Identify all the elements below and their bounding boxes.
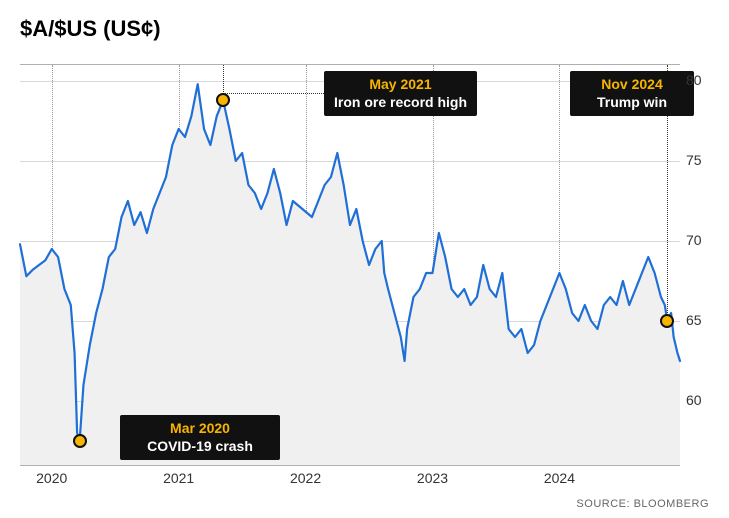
chart-svg [20,65,680,465]
annotation-marker-covid [73,434,87,448]
x-tick-label: 2023 [417,470,448,486]
x-tick-label: 2022 [290,470,321,486]
x-tick-label: 2021 [163,470,194,486]
annotation-date: Mar 2020 [130,420,270,438]
chart-area-fill [20,84,680,465]
x-tick-label: 2024 [544,470,575,486]
y-tick-label: 80 [686,72,702,88]
annotation-trump: Nov 2024Trump win [570,71,694,116]
audusd-chart: $A/$US (US¢) Mar 2020COVID-19 crash May 2… [0,0,729,518]
annotation-covid: Mar 2020COVID-19 crash [120,415,280,460]
annotation-date: Nov 2024 [580,76,684,94]
annotation-iron-ore: May 2021Iron ore record high [324,71,477,116]
annotation-event: Iron ore record high [334,94,467,112]
annotation-marker-trump [660,314,674,328]
annotation-marker-iron-ore [216,93,230,107]
chart-title: $A/$US (US¢) [20,16,161,42]
x-tick-label: 2020 [36,470,67,486]
annotation-date: May 2021 [334,76,467,94]
chart-source: SOURCE: BLOOMBERG [576,498,709,510]
annotation-event: COVID-19 crash [130,438,270,456]
annotation-event: Trump win [580,94,684,112]
y-tick-label: 65 [686,312,702,328]
y-tick-label: 75 [686,152,702,168]
y-tick-label: 60 [686,392,702,408]
y-tick-label: 70 [686,232,702,248]
plot-area: Mar 2020COVID-19 crash May 2021Iron ore r… [20,64,680,466]
annotation-leader-h [223,93,324,94]
